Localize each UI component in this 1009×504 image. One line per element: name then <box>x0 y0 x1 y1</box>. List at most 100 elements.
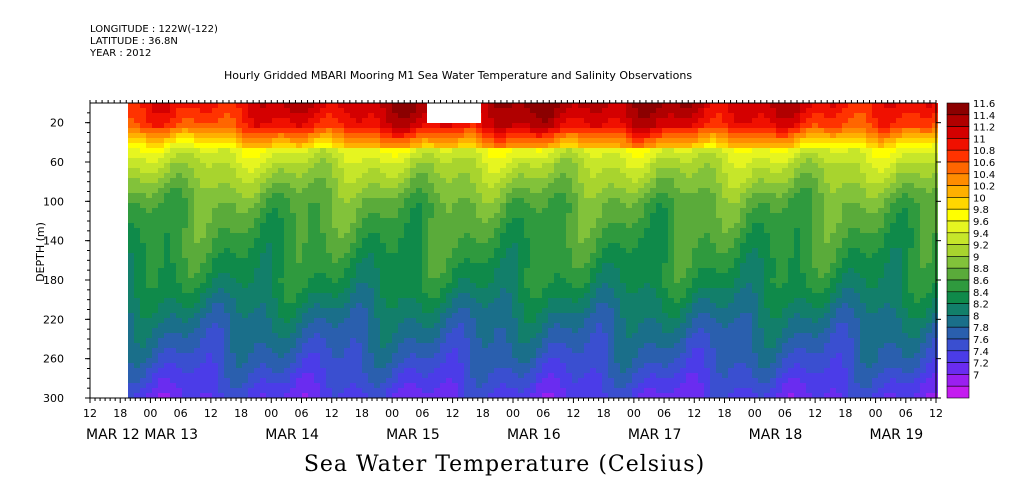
heatmap-cell <box>572 258 578 263</box>
heatmap-cell <box>386 128 392 133</box>
heatmap-cell <box>518 118 524 123</box>
heatmap-cell <box>260 148 266 153</box>
heatmap-cell <box>170 328 176 333</box>
heatmap-cell <box>140 313 146 318</box>
heatmap-cell <box>608 208 614 213</box>
heatmap-cell <box>614 138 620 143</box>
heatmap-cell <box>176 233 182 238</box>
heatmap-cell <box>248 108 254 113</box>
heatmap-cell <box>440 268 446 273</box>
heatmap-cell <box>314 343 320 348</box>
heatmap-cell <box>218 103 224 108</box>
heatmap-cell <box>380 308 386 313</box>
heatmap-cell <box>494 258 500 263</box>
heatmap-cell <box>266 313 272 318</box>
heatmap-cell <box>308 118 314 123</box>
heatmap-cell <box>518 218 524 223</box>
heatmap-cell <box>212 288 218 293</box>
heatmap-cell <box>176 133 182 138</box>
heatmap-cell <box>302 158 308 163</box>
heatmap-cell <box>482 193 488 198</box>
heatmap-cell <box>524 148 530 153</box>
heatmap-cell <box>290 328 296 333</box>
heatmap-cell <box>170 323 176 328</box>
heatmap-cell <box>530 308 536 313</box>
heatmap-cell <box>506 298 512 303</box>
heatmap-cell <box>212 353 218 358</box>
heatmap-cell <box>572 288 578 293</box>
heatmap-cell <box>386 183 392 188</box>
heatmap-cell <box>326 393 332 398</box>
heatmap-cell <box>596 198 602 203</box>
heatmap-cell <box>470 343 476 348</box>
heatmap-cell <box>212 178 218 183</box>
heatmap-cell <box>152 373 158 378</box>
heatmap-cell <box>338 243 344 248</box>
heatmap-cell <box>614 263 620 268</box>
heatmap-cell <box>518 253 524 258</box>
heatmap-cell <box>170 113 176 118</box>
heatmap-cell <box>632 208 638 213</box>
heatmap-cell <box>428 153 434 158</box>
heatmap-cell <box>134 153 140 158</box>
heatmap-cell <box>128 143 134 148</box>
heatmap-cell <box>302 138 308 143</box>
heatmap-cell <box>554 113 560 118</box>
heatmap-cell <box>332 293 338 298</box>
heatmap-cell <box>146 338 152 343</box>
heatmap-cell <box>230 363 236 368</box>
heatmap-cell <box>602 278 608 283</box>
heatmap-cell <box>266 303 272 308</box>
heatmap-cell <box>488 168 494 173</box>
heatmap-cell <box>332 193 338 198</box>
heatmap-cell <box>254 393 260 398</box>
heatmap-cell <box>632 258 638 263</box>
heatmap-cell <box>146 328 152 333</box>
heatmap-cell <box>488 393 494 398</box>
heatmap-cell <box>440 188 446 193</box>
heatmap-cell <box>278 173 284 178</box>
heatmap-cell <box>350 253 356 258</box>
heatmap-cell <box>566 328 572 333</box>
heatmap-cell <box>164 168 170 173</box>
chart-title: Hourly Gridded MBARI Mooring M1 Sea Wate… <box>224 69 693 82</box>
heatmap-cell <box>356 168 362 173</box>
heatmap-cell <box>200 378 206 383</box>
heatmap-cell <box>464 363 470 368</box>
heatmap-cell <box>380 278 386 283</box>
heatmap-cell <box>608 343 614 348</box>
heatmap-cell <box>308 158 314 163</box>
heatmap-cell <box>536 333 542 338</box>
heatmap-cell <box>356 323 362 328</box>
heatmap-cell <box>386 293 392 298</box>
heatmap-cell <box>404 363 410 368</box>
heatmap-cell <box>548 198 554 203</box>
heatmap-cell <box>182 343 188 348</box>
heatmap-cell <box>218 253 224 258</box>
heatmap-cell <box>560 393 566 398</box>
heatmap-cell <box>326 328 332 333</box>
heatmap-cell <box>368 138 374 143</box>
heatmap-cell <box>512 373 518 378</box>
heatmap-cell <box>500 393 506 398</box>
heatmap-cell <box>566 178 572 183</box>
heatmap-cell <box>506 148 512 153</box>
heatmap-cell <box>452 123 458 128</box>
heatmap-cell <box>188 303 194 308</box>
heatmap-cell <box>338 143 344 148</box>
heatmap-cell <box>410 138 416 143</box>
heatmap-cell <box>218 323 224 328</box>
heatmap-cell <box>608 168 614 173</box>
heatmap-cell <box>200 173 206 178</box>
heatmap-cell <box>272 173 278 178</box>
heatmap-cell <box>374 293 380 298</box>
heatmap-cell <box>302 233 308 238</box>
heatmap-cell <box>224 188 230 193</box>
heatmap-cell <box>530 158 536 163</box>
heatmap-cell <box>212 243 218 248</box>
heatmap-cell <box>542 118 548 123</box>
heatmap-cell <box>404 283 410 288</box>
heatmap-cell <box>548 178 554 183</box>
heatmap-cell <box>356 368 362 373</box>
heatmap-cell <box>416 268 422 273</box>
